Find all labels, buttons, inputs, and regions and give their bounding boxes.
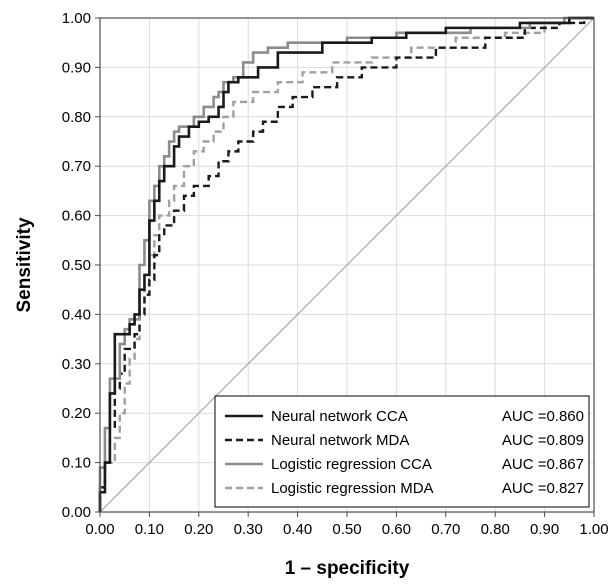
x-tick-label: 0.80 (481, 521, 510, 538)
series-line-neural-network-cca (98, 16, 594, 512)
legend-auc-value: AUC =0.827 (502, 480, 584, 497)
x-tick-label: 0.20 (184, 521, 213, 538)
series-layer (98, 16, 594, 512)
y-tick-labels: 0.00 0.10 0.20 0.30 0.40 0.50 0.60 0.70 0.80 0.90… (62, 10, 100, 521)
x-tick-label: 0.40 (283, 521, 312, 538)
legend: Neural network CCA AUC =0.860 Neural netwo… (214, 395, 590, 508)
x-tick-label: 0.90 (530, 521, 559, 538)
legend-auc-value: AUC =0.809 (502, 432, 584, 449)
legend-box (214, 395, 590, 508)
x-tick-labels: 0.00 0.10 0.20 0.30 0.40 0.50 0.60 0.70 0.80 0.90… (85, 512, 609, 538)
x-tick-label: 0.60 (382, 521, 411, 538)
x-tick-label: 0.70 (431, 521, 460, 538)
y-tick-label: 1.00 (62, 10, 91, 27)
y-tick-label: 0.30 (62, 356, 91, 373)
diagonal-layer (99, 17, 595, 513)
y-tick-label: 0.70 (62, 158, 91, 175)
legend-auc-value: AUC =0.860 (502, 408, 584, 425)
y-tick-label: 0.10 (62, 455, 91, 472)
legend-series-name: Neural network CCA (271, 408, 408, 425)
legend-series-name: Logistic regression MDA (271, 480, 434, 497)
series-line-neural-network-mda (98, 16, 594, 512)
y-tick-label: 0.60 (62, 208, 91, 225)
diagonal-reference-line (99, 17, 595, 513)
y-tick-label: 0.00 (62, 504, 91, 521)
x-axis-label: 1 – specificity (285, 558, 410, 579)
legend-series-name: Neural network MDA (271, 432, 409, 449)
x-tick-label: 0.30 (234, 521, 263, 538)
x-tick-label: 1.00 (579, 521, 608, 538)
y-tick-label: 0.90 (62, 59, 91, 76)
y-tick-label: 0.20 (62, 405, 91, 422)
legend-series-name: Logistic regression CCA (271, 456, 432, 473)
y-axis-label: Sensitivity (14, 217, 35, 312)
y-tick-label: 0.50 (62, 257, 91, 274)
y-tick-label: 0.80 (62, 109, 91, 126)
legend-auc-value: AUC =0.867 (502, 456, 584, 473)
x-tick-label: 0.00 (85, 521, 114, 538)
x-tick-label: 0.10 (135, 521, 164, 538)
x-tick-label: 0.50 (332, 521, 361, 538)
y-tick-label: 0.40 (62, 306, 91, 323)
